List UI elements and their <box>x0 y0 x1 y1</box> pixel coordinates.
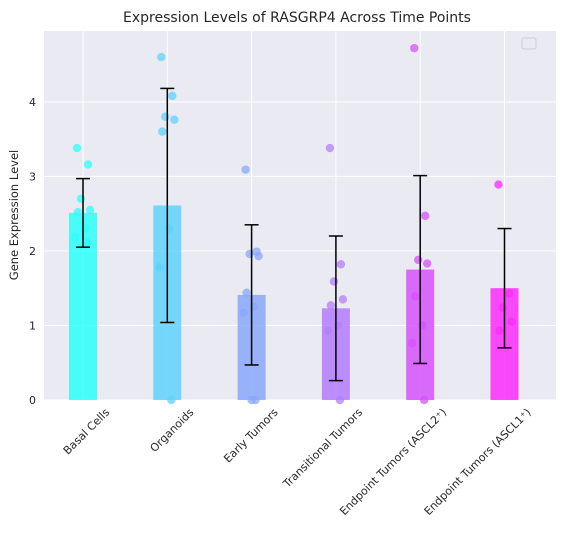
y-axis-label: Gene Expression Level <box>7 150 21 280</box>
data-point <box>335 395 345 405</box>
x-tick-label: Early Tumors <box>221 406 281 466</box>
data-point <box>333 321 343 330</box>
chart-title: Expression Levels of RASGRP4 Across Time… <box>123 10 471 26</box>
error-bars <box>76 87 512 382</box>
y-tick-label: 4 <box>29 96 36 109</box>
data-point <box>410 43 419 53</box>
data-point <box>167 395 176 405</box>
data-point <box>85 205 95 215</box>
data-point <box>170 115 179 124</box>
data-point <box>498 303 507 312</box>
data-point <box>83 160 93 169</box>
x-tick-labels: Basal Cells Organoids Early Tumors Transiti… <box>61 406 534 518</box>
legend-box <box>521 37 537 50</box>
y-tick-label: 0 <box>29 394 36 407</box>
data-point <box>338 295 348 304</box>
data-point <box>507 317 516 326</box>
x-tick-label: Transitional Tumors <box>280 406 365 491</box>
data-point <box>249 302 258 312</box>
data-point <box>168 91 177 101</box>
data-point <box>73 207 83 217</box>
y-tick-label: 3 <box>29 170 36 183</box>
data-point <box>336 260 346 269</box>
data-point <box>80 224 90 233</box>
data-point <box>421 211 430 221</box>
data-point <box>72 143 82 153</box>
data-point <box>76 194 86 203</box>
x-tick-label: Organoids <box>147 406 196 455</box>
data-point <box>408 339 417 348</box>
data-point <box>247 395 256 405</box>
data-point <box>494 180 503 189</box>
data-point <box>155 263 164 272</box>
data-point <box>242 288 251 297</box>
data-point <box>495 326 504 335</box>
data-point <box>241 165 250 174</box>
data-point <box>161 112 170 121</box>
data-point <box>254 251 263 261</box>
plot-area <box>44 31 556 400</box>
data-point <box>414 255 423 265</box>
data-point <box>326 301 336 310</box>
data-point <box>82 237 92 247</box>
data-point <box>157 52 166 62</box>
x-tick-label: Basal Cells <box>61 406 113 458</box>
y-tick-labels: 0 1 2 3 4 <box>29 96 36 407</box>
data-point <box>323 326 333 335</box>
data-point <box>245 249 254 259</box>
data-point <box>411 292 420 301</box>
data-point <box>239 308 248 317</box>
data-point <box>329 277 339 286</box>
y-tick-label: 1 <box>29 319 36 332</box>
y-tick-label: 2 <box>29 245 36 258</box>
data-point <box>505 289 514 298</box>
data-point <box>70 233 80 242</box>
data-point <box>423 259 432 268</box>
data-point <box>325 143 335 153</box>
data-point <box>165 224 174 233</box>
data-point <box>420 395 429 405</box>
data-point <box>418 321 427 330</box>
data-point <box>158 127 167 136</box>
